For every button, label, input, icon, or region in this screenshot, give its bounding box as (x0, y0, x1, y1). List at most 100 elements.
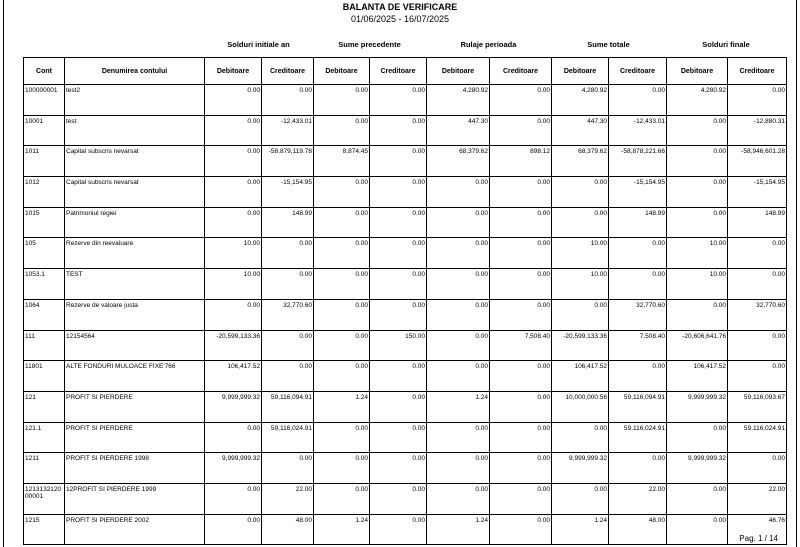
amount-cell: 0.00 (727, 360, 787, 392)
amount-cell: 0.00 (369, 421, 427, 454)
amount-cell: 22.00 (261, 482, 314, 515)
amount-cell: 0.00 (261, 329, 314, 362)
report-title: BALANTA DE VERIFICARE (342, 2, 458, 12)
account-cell: 111 (23, 329, 65, 362)
amount-cell: 0.00 (261, 237, 314, 270)
column-header: Creditoare (489, 57, 552, 85)
amount-cell: 9,999,999.32 (551, 452, 609, 484)
table-row: 1211 PROFIT SI PIERDERE 1998 9,999,999.32 0… (23, 452, 787, 484)
column-header: Creditoare (261, 57, 314, 85)
amount-cell: 10.00 (204, 237, 262, 270)
amount-cell: 0.00 (204, 84, 262, 116)
amount-cell: -58,946,601.28 (727, 145, 787, 178)
account-cell: Rezerve din reevaluare (64, 237, 205, 270)
amount-cell: 68,379.62 (426, 145, 490, 178)
amount-cell: 1.24 (426, 390, 490, 423)
amount-cell: 0.00 (551, 176, 609, 208)
amount-cell: 0.00 (204, 513, 262, 546)
amount-cell: 0.00 (369, 390, 427, 423)
amount-cell: 0.00 (369, 360, 427, 392)
amount-cell: 0.00 (608, 268, 667, 300)
amount-cell: 0.00 (261, 452, 314, 484)
column-header: Debitoare (313, 57, 370, 85)
amount-cell: 0.00 (551, 206, 609, 239)
table-row: 1011 Capital subscris nevarsat 0.00 -58,879… (23, 145, 787, 178)
amount-cell: 0.00 (666, 145, 728, 178)
amount-cell: -20,606,641.76 (666, 329, 728, 362)
table-row: 100000001 test2 0.00 0.00 0.00 0.00 4,280.92 0.… (23, 84, 787, 116)
column-header: Debitoare (426, 57, 490, 85)
amount-cell: 22.00 (727, 482, 787, 515)
amount-cell: 0.00 (369, 145, 427, 178)
amount-cell: 0.00 (489, 513, 552, 546)
amount-cell: 0.00 (666, 421, 728, 454)
amount-cell: 1.24 (313, 513, 370, 546)
account-cell: 12PROFIT SI PIERDERE 1999 (64, 482, 205, 515)
amount-cell: 0.00 (313, 360, 370, 392)
account-cell: 121 (23, 390, 65, 423)
amount-cell: 4,280.92 (426, 84, 490, 116)
amount-cell: 0.00 (313, 176, 370, 208)
account-cell: 11801 (23, 360, 65, 392)
amount-cell: 0.00 (666, 513, 728, 546)
amount-cell: 0.00 (204, 176, 262, 208)
amount-cell: -15,154.95 (608, 176, 667, 208)
amount-cell: 1.24 (551, 513, 609, 546)
table-row: 1012 Capital subscris nevarsat 0.00 -15,154… (23, 176, 787, 208)
amount-cell: 0.00 (369, 84, 427, 116)
amount-cell: 0.00 (204, 114, 262, 147)
amount-cell: -12,433.01 (261, 114, 314, 147)
amount-cell: 1.24 (313, 390, 370, 423)
amount-cell: 0.00 (666, 482, 728, 515)
account-cell: 1012 (23, 176, 65, 208)
table-row: 11801 ALTE FONDURI MULOACE FIXE'766 106,41… (23, 360, 787, 392)
amount-cell: 0.00 (426, 176, 490, 208)
table-row: 121 PROFIT SI PIERDERE 9,999,999.32 59,116,… (23, 390, 787, 423)
amount-cell: 0.00 (426, 298, 490, 331)
column-header: Creditoare (608, 57, 667, 85)
amount-cell: 0.00 (369, 268, 427, 300)
account-cell: 105 (23, 237, 65, 270)
group-header: Sume totale (587, 40, 630, 49)
account-cell: TEST (64, 268, 205, 300)
amount-cell: 0.00 (313, 237, 370, 270)
account-cell: test (64, 114, 205, 147)
amount-cell: 0.00 (426, 206, 490, 239)
amount-cell: 898.12 (489, 145, 552, 178)
amount-cell: 0.00 (608, 360, 667, 392)
table-row: 1015 Patrimoniul regiei 0.00 148.99 0.00 0.00… (23, 206, 787, 239)
amount-cell: 148.99 (261, 206, 314, 239)
amount-cell: 447.30 (426, 114, 490, 147)
amount-cell: 148.99 (608, 206, 667, 239)
amount-cell: 48.00 (608, 513, 667, 546)
amount-cell: 0.00 (608, 84, 667, 116)
amount-cell: 0.00 (727, 329, 787, 362)
amount-cell: 59,116,024.91 (261, 421, 314, 454)
amount-cell: 0.00 (369, 176, 427, 208)
amount-cell: -12,880.31 (727, 114, 787, 147)
amount-cell: 10.00 (666, 268, 728, 300)
amount-cell: 0.00 (369, 513, 427, 546)
amount-cell: -58,878,221.66 (608, 145, 667, 178)
amount-cell: -15,154.95 (727, 176, 787, 208)
amount-cell: 7,508.40 (608, 329, 667, 362)
account-cell: Capital subscris nevarsat (64, 176, 205, 208)
amount-cell: 0.00 (426, 482, 490, 515)
amount-cell: 0.00 (369, 482, 427, 515)
amount-cell: 0.00 (551, 421, 609, 454)
amount-cell: 0.00 (489, 268, 552, 300)
amount-cell: 32,770.60 (261, 298, 314, 331)
amount-cell: 0.00 (204, 298, 262, 331)
amount-cell: 0.00 (489, 421, 552, 454)
amount-cell: 10.00 (551, 237, 609, 270)
amount-cell: 4,280.92 (551, 84, 609, 116)
amount-cell: 0.00 (489, 114, 552, 147)
amount-cell: 59,116,094.91 (608, 390, 667, 423)
account-cell: 100000001 (23, 84, 65, 116)
amount-cell: 0.00 (426, 237, 490, 270)
amount-cell: 0.00 (489, 176, 552, 208)
group-header: Solduri finale (702, 40, 750, 49)
table-row: 105 Rezerve din reevaluare 10.00 0.00 0.00 0.… (23, 237, 787, 270)
amount-cell: 0.00 (313, 452, 370, 484)
amount-cell: 0.00 (608, 452, 667, 484)
